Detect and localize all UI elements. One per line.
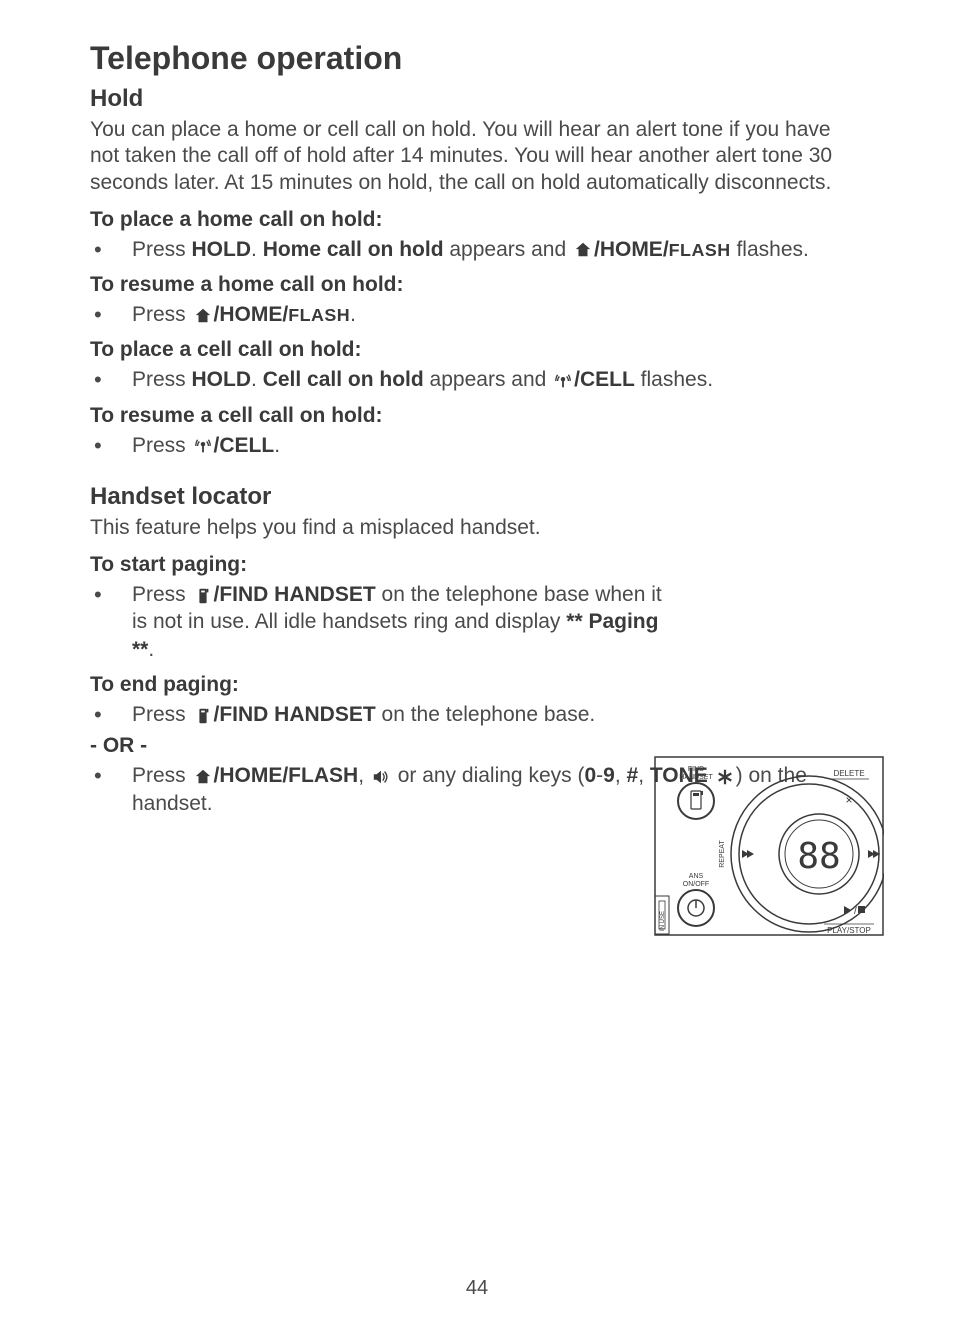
home-icon [194,307,212,325]
in-use-label: IN USE [660,911,666,931]
device-illustration: IN USE FIND HANDSET ANS ON/OFF REPEAT 88… [654,756,884,936]
page-title: Telephone operation [90,40,864,77]
resume-home-list: Press /HOME/FLASH. [90,301,864,328]
start-paging-heading: To start paging: [90,553,670,577]
locator-intro: This feature helps you find a misplaced … [90,515,864,541]
cell-icon [194,437,212,455]
speaker-icon [372,768,390,786]
hold-intro: You can place a home or cell call on hol… [90,117,864,196]
start-paging-list: Press /FIND HANDSET on the telephone bas… [90,581,670,663]
place-home-list: Press HOLD. Home call on hold appears an… [90,236,864,263]
or-separator: - OR - [90,734,864,758]
place-home-heading: To place a home call on hold: [90,208,864,232]
resume-home-heading: To resume a home call on hold: [90,273,864,297]
resume-cell-heading: To resume a cell call on hold: [90,404,864,428]
delete-label: DELETE [833,769,864,778]
resume-cell-item: Press /CELL. [90,432,864,459]
home-icon [194,768,212,786]
resume-cell-list: Press /CELL. [90,432,864,459]
hold-heading: Hold [90,85,864,113]
ans-label: ANS [689,873,704,880]
locator-heading: Handset locator [90,483,864,511]
find-handset-label: FIND [688,766,704,773]
svg-text:HANDSET: HANDSET [679,774,713,781]
playstop-label: PLAY/STOP [827,926,871,935]
place-home-item: Press HOLD. Home call on hold appears an… [90,236,864,263]
svg-text:×: × [845,793,852,807]
place-cell-list: Press HOLD. Cell call on hold appears an… [90,366,864,393]
svg-text:/: / [854,906,857,917]
place-cell-item: Press HOLD. Cell call on hold appears an… [90,366,864,393]
svg-text:ON/OFF: ON/OFF [683,881,709,888]
repeat-label: REPEAT [719,840,726,868]
handset-icon [194,587,212,605]
cell-icon [554,372,572,390]
start-paging-item: Press /FIND HANDSET on the telephone bas… [90,581,670,663]
display-value: 88 [797,836,840,877]
home-icon [574,241,592,259]
end-paging-list-1: Press /FIND HANDSET on the telephone bas… [90,701,670,728]
end-paging-heading: To end paging: [90,673,670,697]
place-cell-heading: To place a cell call on hold: [90,338,864,362]
page-number: 44 [0,1277,954,1300]
resume-home-item: Press /HOME/FLASH. [90,301,864,328]
end-paging-item-1: Press /FIND HANDSET on the telephone bas… [90,701,670,728]
handset-icon [194,707,212,725]
